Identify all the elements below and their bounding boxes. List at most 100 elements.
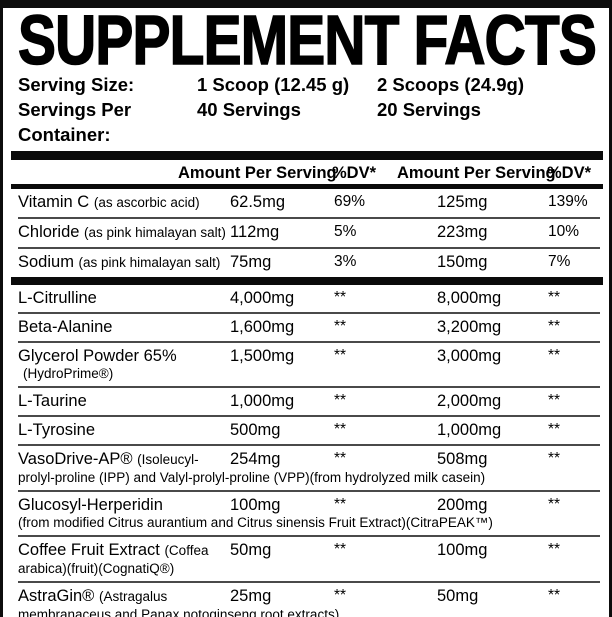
header-amount-per-serving-2: Amount Per Serving: [397, 164, 556, 182]
dv-1: **: [334, 450, 347, 467]
dv-1: **: [334, 496, 347, 513]
page-title: SUPPLEMENT FACTS: [18, 11, 598, 71]
amount-2: 2,000mg: [437, 392, 502, 410]
table-row: Glucosyl-Herperidin 100mg ** 200mg ** (f…: [18, 492, 600, 537]
table-row: Sodium (as pink himalayan salt) 75mg 3% …: [18, 249, 600, 277]
amount-2: 3,200mg: [437, 318, 502, 336]
ingredient-detail: (Astragalus: [98, 589, 168, 604]
servings-per-container-2: 20 Servings: [377, 99, 481, 120]
serving-size-scoop1: 1 Scoop (12.45 g): [197, 74, 350, 95]
table-row: Vitamin C (as ascorbic acid) 62.5mg 69% …: [18, 189, 600, 219]
ingredient-detail: (as ascorbic acid): [93, 195, 200, 210]
ingredient-name: Beta-Alanine: [18, 318, 113, 336]
amount-1: 1,500mg: [230, 347, 295, 365]
ingredient-detail: (as pink himalayan salt): [78, 255, 221, 270]
amount-1: 25mg: [230, 587, 272, 605]
table-row: AstraGin® (Astragalus 25mg ** 50mg ** me…: [18, 583, 600, 617]
amount-1: 62.5mg: [230, 193, 286, 211]
ingredient-name: Sodium: [18, 253, 74, 271]
dv-1: **: [334, 392, 347, 409]
ingredient-name-cell: Glucosyl-Herperidin: [18, 495, 230, 515]
amount-2: 223mg: [437, 223, 488, 241]
amount-2: 150mg: [437, 253, 488, 271]
divider-thick-top: [11, 151, 603, 160]
amount-1: 1,600mg: [230, 318, 295, 336]
ingredient-name-cell: Coffee Fruit Extract (Coffea: [18, 540, 230, 561]
dv-1: **: [334, 289, 347, 306]
ingredient-detail: (as pink himalayan salt): [84, 225, 226, 240]
ingredient-name: Chloride: [18, 223, 80, 241]
table-row: VasoDrive-AP® (Isoleucyl- 254mg ** 508mg…: [18, 446, 600, 492]
amount-1: 75mg: [230, 253, 272, 271]
dv-2: **: [548, 541, 561, 558]
header-amount-per-serving-1: Amount Per Serving: [178, 164, 337, 182]
amount-2: 50mg: [437, 587, 479, 605]
amount-1: 50mg: [230, 541, 272, 559]
dv-2: **: [548, 347, 561, 364]
ingredient-continuation: arabica)(fruit)(CognatiQ®): [18, 561, 175, 576]
ingredient-continuation: (from modified Citrus aurantium and Citr…: [18, 515, 493, 530]
divider-thick-middle: [11, 277, 603, 285]
table-row: L-Taurine 1,000mg ** 2,000mg **: [18, 388, 600, 417]
amount-2: 8,000mg: [437, 289, 502, 307]
dv-1: **: [334, 587, 347, 604]
ingredient-name-cell: L-Citrulline: [18, 288, 230, 308]
servings-per-container-label: Servings Per Container:: [18, 99, 132, 145]
dv-2: **: [548, 587, 561, 604]
amount-1: 500mg: [230, 421, 281, 439]
dv-1: **: [334, 318, 347, 335]
dv-1: 5%: [334, 223, 357, 240]
page-title-text: SUPPLEMENT FACTS: [18, 11, 596, 71]
amount-1: 4,000mg: [230, 289, 295, 307]
dv-2: 10%: [548, 223, 580, 240]
table-header: Amount Per Serving %DV* Amount Per Servi…: [18, 160, 600, 184]
amount-1: 254mg: [230, 450, 281, 468]
amount-2: 125mg: [437, 193, 488, 211]
dv-1: **: [334, 347, 347, 364]
label-inner: SUPPLEMENT FACTS Serving Size: 1 Scoop (…: [3, 11, 609, 617]
amount-1: 112mg: [230, 223, 280, 241]
divider-below-header: [11, 184, 603, 189]
amount-2: 3,000mg: [437, 347, 502, 365]
ingredient-name-cell: Sodium (as pink himalayan salt): [18, 252, 230, 273]
ingredient-continuation: membranaceus and Panax notoginseng root …: [18, 607, 340, 617]
ingredient-name-cell: Chloride (as pink himalayan salt): [18, 222, 230, 243]
amount-2: 508mg: [437, 450, 488, 468]
dv-1: **: [334, 421, 347, 438]
ingredient-name-cell: VasoDrive-AP® (Isoleucyl-: [18, 449, 230, 470]
ingredient-name-cell: Beta-Alanine: [18, 317, 230, 337]
amount-1: 1,000mg: [230, 392, 295, 410]
servings-per-container-1: 40 Servings: [197, 99, 301, 120]
serving-info: Serving Size: 1 Scoop (12.45 g) 2 Scoops…: [18, 72, 600, 147]
ingredient-name-cell: L-Tyrosine: [18, 420, 230, 440]
ingredient-continuation: (HydroPrime®): [23, 366, 114, 381]
ingredient-name: AstraGin®: [18, 587, 95, 605]
dv-1: 3%: [334, 253, 357, 270]
header-dv-1: %DV*: [332, 164, 377, 182]
table-row: Coffee Fruit Extract (Coffea 50mg ** 100…: [18, 537, 600, 583]
dv-2: **: [548, 496, 561, 513]
amount-2: 1,000mg: [437, 421, 502, 439]
ingredient-name-cell: Vitamin C (as ascorbic acid): [18, 192, 230, 213]
header-dv-2: %DV*: [547, 164, 592, 182]
ingredient-name: VasoDrive-AP®: [18, 450, 133, 468]
ingredient-detail: (Isoleucyl-: [137, 452, 199, 467]
table-row: L-Citrulline 4,000mg ** 8,000mg **: [18, 285, 600, 314]
serving-size-scoop2: 2 Scoops (24.9g): [377, 74, 525, 95]
table-row: Glycerol Powder 65% 1,500mg ** 3,000mg *…: [18, 343, 600, 388]
dv-1: 69%: [334, 193, 366, 210]
ingredient-name: L-Citrulline: [18, 289, 97, 307]
ingredient-name: Glycerol Powder 65%: [18, 347, 177, 365]
table-row: Chloride (as pink himalayan salt) 112mg …: [18, 219, 600, 249]
amount-2: 200mg: [437, 496, 488, 514]
dv-2: 139%: [548, 193, 588, 210]
dv-2: 7%: [548, 253, 571, 270]
table-row: Beta-Alanine 1,600mg ** 3,200mg **: [18, 314, 600, 343]
ingredient-name: L-Taurine: [18, 392, 87, 410]
amount-2: 100mg: [437, 541, 488, 559]
amount-1: 100mg: [230, 496, 281, 514]
dv-2: **: [548, 289, 561, 306]
ingredient-name-cell: AstraGin® (Astragalus: [18, 586, 230, 607]
dv-2: **: [548, 421, 561, 438]
